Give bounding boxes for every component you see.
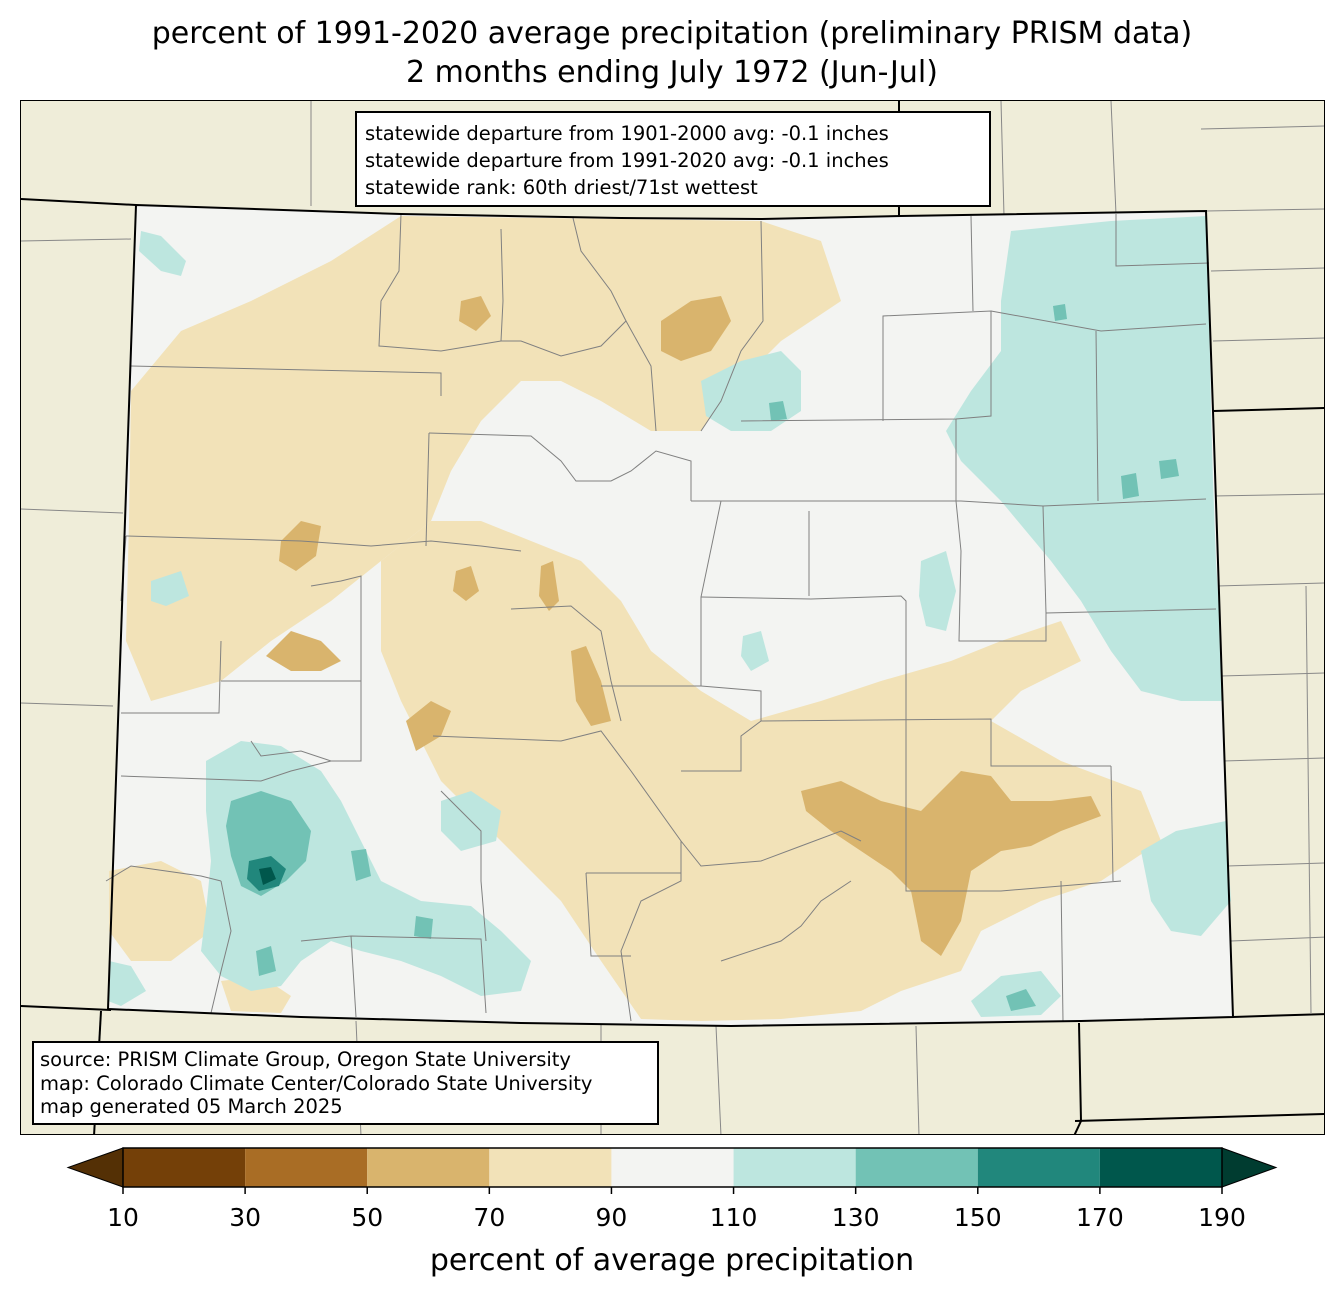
colorbar-tick-label: 10 [107,1203,139,1232]
colorbar-tick-label: 50 [351,1203,384,1232]
statewide-stats-box: statewide departure from 1901-2000 avg: … [355,111,991,207]
colorbar-label: percent of average precipitation [429,1243,915,1278]
colorbar-bin [367,1148,490,1187]
colorbar-tick-label: 150 [953,1203,1002,1232]
generated-date-line: map generated 05 March 2025 [40,1095,343,1118]
map-title: percent of 1991-2020 average precipitati… [151,16,1193,51]
neighbor-county-lines [21,101,1324,1134]
colorbar-segments [66,1147,1278,1194]
colorbar-tick-label: 90 [595,1203,628,1232]
colorbar-bin [855,1148,978,1187]
colorbar-tick-label: 190 [1198,1203,1246,1232]
colorbar-tick-label: 170 [1076,1203,1124,1232]
precipitation-map [20,100,1325,1135]
colorado-state-border [106,203,1235,1028]
colorbar-bin [123,1148,246,1187]
colorbar-tick-label: 30 [229,1203,262,1232]
colorbar-bin [1099,1148,1222,1187]
colorbar-tick-label: 70 [473,1203,506,1232]
colorbar-bin [245,1148,368,1187]
stats-departure-1901-2000: statewide departure from 1901-2000 avg: … [365,122,889,145]
colorbar-underflow-arrow [66,1147,124,1188]
colorbar-tick-label: 110 [709,1203,758,1232]
colorbar-bin [977,1148,1100,1187]
map-credit-line: map: Colorado Climate Center/Colorado St… [40,1071,593,1095]
colorbar-overflow-arrow [1221,1147,1278,1188]
map-subtitle: 2 months ending July 1972 (Jun-Jul) [406,55,938,90]
stats-rank: statewide rank: 60th driest/71st wettest [365,176,758,199]
colorbar-bin [611,1148,734,1187]
colorbar-frame [122,1147,1223,1188]
source-line: source: PRISM Climate Group, Oregon Stat… [40,1048,571,1071]
precip-anomaly-fields [108,216,1231,1021]
source-credits-box: source: PRISM Climate Group, Oregon Stat… [32,1041,659,1125]
stats-departure-1991-2020: statewide departure from 1991-2020 avg: … [365,149,889,172]
colorbar [66,1147,1278,1194]
county-boundaries [105,213,1217,1022]
colorbar-tick-label: 130 [831,1203,880,1232]
map-canvas [21,101,1324,1134]
colorbar-bin [489,1148,612,1187]
colorbar-bin [733,1148,856,1187]
